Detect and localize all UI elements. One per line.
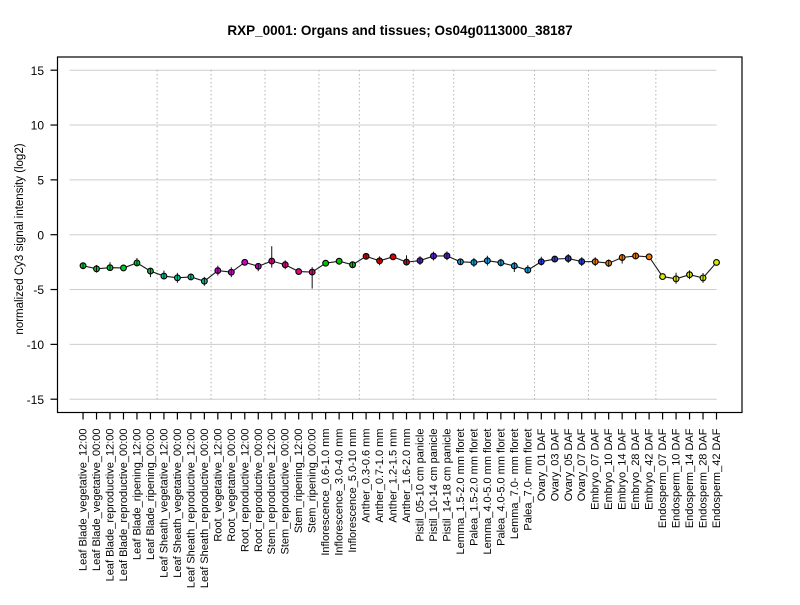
svg-text:Inflorescence_5.0-10 mm: Inflorescence_5.0-10 mm [347, 429, 359, 553]
svg-text:-10: -10 [27, 338, 45, 352]
svg-text:10: 10 [31, 119, 45, 133]
svg-text:Endosperm_28 DAF: Endosperm_28 DAF [698, 428, 710, 528]
svg-text:Palea_4.0-5.0 mm floret: Palea_4.0-5.0 mm floret [495, 429, 507, 546]
svg-text:Pistil_14-18 cm panicle: Pistil_14-18 cm panicle [441, 429, 453, 542]
svg-text:Endosperm_07 DAF: Endosperm_07 DAF [657, 428, 669, 528]
svg-text:Endosperm_42 DAF: Endosperm_42 DAF [711, 428, 723, 528]
svg-text:Embryo_42 DAF: Embryo_42 DAF [644, 428, 656, 510]
svg-text:Root_vegetative_12:00: Root_vegetative_12:00 [212, 429, 224, 542]
svg-text:Leaf Blade_vegetative_00:00: Leaf Blade_vegetative_00:00 [91, 429, 103, 572]
svg-text:Ovary_07 DAF: Ovary_07 DAF [576, 428, 588, 501]
svg-text:Inflorescence_0.6-1.0 mm: Inflorescence_0.6-1.0 mm [320, 429, 332, 556]
svg-text:Embryo_10 DAF: Embryo_10 DAF [603, 428, 615, 510]
svg-text:Leaf Sheath_reproductive_00:00: Leaf Sheath_reproductive_00:00 [199, 429, 211, 589]
svg-text:Inflorescence_3.0-4.0 mm: Inflorescence_3.0-4.0 mm [334, 429, 346, 556]
svg-text:Anther_0.7-1.0 mm: Anther_0.7-1.0 mm [374, 429, 386, 523]
svg-text:-5: -5 [33, 283, 44, 297]
svg-text:Pistil_10-14 cm panicle: Pistil_10-14 cm panicle [428, 428, 440, 541]
svg-text:Ovary_03 DAF: Ovary_03 DAF [549, 428, 561, 501]
svg-text:Embryo_28 DAF: Embryo_28 DAF [630, 428, 642, 510]
svg-text:Lemma_1.5-2.0 mm floret: Lemma_1.5-2.0 mm floret [455, 429, 467, 555]
svg-text:Leaf Blade_reproductive_00:00: Leaf Blade_reproductive_00:00 [118, 429, 130, 582]
svg-text:normalized Cy3 signal intensit: normalized Cy3 signal intensity (log2) [14, 143, 26, 334]
svg-text:Palea_7.0- mm floret: Palea_7.0- mm floret [522, 429, 534, 531]
svg-text:Leaf Sheath_reproductive_12:00: Leaf Sheath_reproductive_12:00 [185, 429, 197, 589]
svg-text:Anther_1.6-2.0 mm: Anther_1.6-2.0 mm [401, 429, 413, 523]
svg-text:RXP_0001: Organs and tissues;: RXP_0001: Organs and tissues; Os04g01130… [227, 23, 572, 38]
svg-text:Leaf Blade_ripening_00:00: Leaf Blade_ripening_00:00 [145, 429, 157, 561]
svg-text:Anther_1.2-1.5 mm: Anther_1.2-1.5 mm [388, 429, 400, 523]
svg-text:Lemma_4.0-5.0 mm floret: Lemma_4.0-5.0 mm floret [482, 429, 494, 555]
svg-text:Root_reproductive_12:00: Root_reproductive_12:00 [239, 429, 251, 553]
svg-text:Stem_ripening_12:00: Stem_ripening_12:00 [293, 429, 305, 534]
svg-text:Palea_1.5-2.0 mm floret: Palea_1.5-2.0 mm floret [468, 429, 480, 546]
svg-text:Root_vegetative_00:00: Root_vegetative_00:00 [226, 429, 238, 542]
svg-text:Leaf Sheath_vegetative_12:00: Leaf Sheath_vegetative_12:00 [158, 429, 170, 578]
svg-text:15: 15 [31, 64, 45, 78]
svg-text:Stem_reproductive_12:00: Stem_reproductive_12:00 [266, 429, 278, 555]
svg-text:0: 0 [37, 228, 44, 242]
svg-text:Ovary_05 DAF: Ovary_05 DAF [563, 428, 575, 501]
svg-text:Endosperm_10 DAF: Endosperm_10 DAF [671, 428, 683, 528]
svg-text:Pistil_05-10 cm panicle: Pistil_05-10 cm panicle [414, 429, 426, 542]
svg-text:Root_reproductive_00:00: Root_reproductive_00:00 [253, 429, 265, 553]
svg-text:Lemma_7.0- mm floret: Lemma_7.0- mm floret [509, 429, 521, 540]
svg-text:Ovary_01 DAF: Ovary_01 DAF [536, 428, 548, 501]
svg-text:Embryo_14 DAF: Embryo_14 DAF [617, 428, 629, 510]
svg-text:-15: -15 [27, 393, 45, 407]
svg-text:Leaf Sheath_vegetative_00:00: Leaf Sheath_vegetative_00:00 [172, 429, 184, 578]
svg-text:Anther_0.3-0.6 mm: Anther_0.3-0.6 mm [361, 429, 373, 523]
svg-text:Endosperm_14 DAF: Endosperm_14 DAF [684, 428, 696, 528]
svg-text:Stem_reproductive_00:00: Stem_reproductive_00:00 [280, 429, 292, 555]
svg-text:Leaf Blade_ripening_12:00: Leaf Blade_ripening_12:00 [131, 429, 143, 561]
svg-text:Leaf Blade_vegetative_12:00: Leaf Blade_vegetative_12:00 [78, 429, 90, 572]
svg-text:Stem_ripening_00:00: Stem_ripening_00:00 [307, 429, 319, 534]
svg-text:Embryo_07 DAF: Embryo_07 DAF [590, 428, 602, 510]
svg-text:5: 5 [37, 173, 44, 187]
svg-text:Leaf Blade_reproductive_12:00: Leaf Blade_reproductive_12:00 [105, 429, 117, 582]
